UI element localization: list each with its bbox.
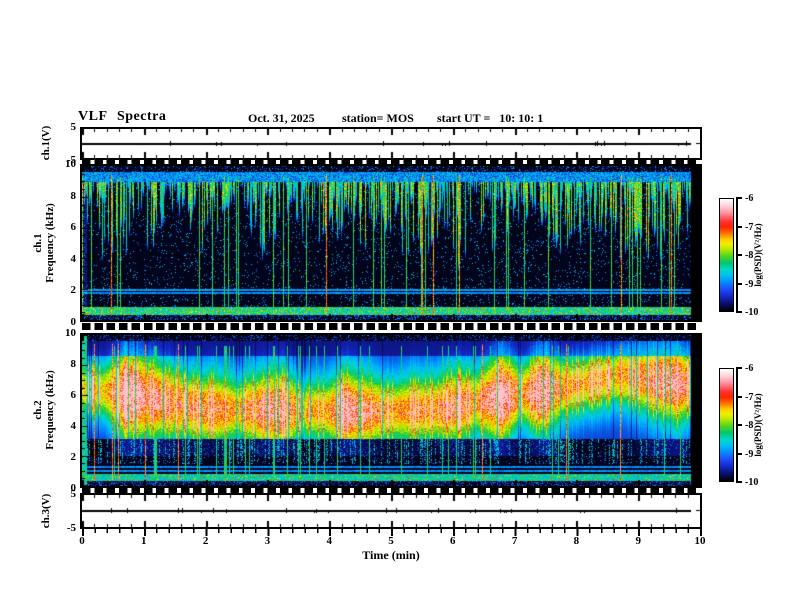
- y-tick-label: 6: [70, 389, 77, 401]
- x-tick-label: 2: [202, 535, 209, 547]
- colorbar-ch1: [719, 198, 734, 312]
- ch1-spectrogram-panel: [80, 164, 702, 322]
- ch3-voltage-axis-label: ch.3(V): [40, 493, 52, 529]
- y-tick-label: 8: [70, 189, 77, 202]
- x-tick-label: 3: [264, 535, 271, 547]
- colorbar-tick-label: -10: [745, 307, 759, 318]
- x-tick-label: 6: [450, 535, 456, 547]
- colorbar-tick-label: -9: [745, 448, 754, 460]
- colorbar-tick: [736, 367, 742, 369]
- colorbar-tick: [736, 311, 742, 313]
- y-tick-label: 0: [70, 316, 77, 328]
- colorbar-tick: [736, 225, 742, 228]
- colorbar-tick-label: -6: [745, 193, 754, 204]
- time-axis-major-ticks: [82, 529, 702, 536]
- x-tick-label: 5: [388, 535, 394, 547]
- colorbar-tick-label: -7: [745, 391, 754, 403]
- y-tick-label: -5: [66, 522, 76, 534]
- colorbar-tick: [736, 395, 742, 398]
- y-tick-label: 2: [70, 451, 77, 463]
- colorbar-ch2-label: log(PSD)(V²/Hz): [753, 393, 763, 457]
- y-tick-label: 10: [65, 158, 76, 170]
- y-tick-label: 5: [70, 488, 77, 500]
- ch2-label-line1: ch.2: [32, 400, 44, 420]
- ch1-spectrogram: [82, 166, 700, 320]
- colorbar-tick: [736, 282, 742, 285]
- x-tick-label: 4: [326, 535, 332, 547]
- axis-tick-band: [82, 323, 700, 330]
- y-tick-label: 8: [70, 358, 77, 370]
- colorbar-tick-label: -6: [745, 363, 754, 374]
- ch3-voltage-trace: [82, 495, 700, 527]
- y-tick-label: 6: [70, 221, 77, 234]
- colorbar-tick-label: -8: [745, 250, 754, 261]
- colorbar-tick: [736, 424, 742, 426]
- header-date: Oct. 31, 2025: [248, 111, 315, 125]
- x-tick-label: 9: [635, 535, 641, 547]
- x-tick-label: 1: [141, 535, 147, 547]
- x-tick-label: 0: [79, 535, 85, 547]
- y-tick-label: -5: [66, 153, 76, 166]
- ch2-spectrogram-panel: [80, 333, 702, 488]
- colorbar-tick-label: -10: [745, 477, 759, 488]
- colorbar-tick: [736, 197, 742, 199]
- ch3-voltage-panel: [80, 493, 702, 529]
- x-axis-title: Time (min): [362, 548, 420, 562]
- colorbar-ch1-label: log(PSD)(V²/Hz): [753, 223, 763, 287]
- colorbar-tick: [736, 481, 742, 483]
- colorbar-ch2: [719, 368, 734, 482]
- ch1-voltage-trace: [82, 129, 700, 158]
- colorbar-tick-label: -9: [745, 278, 754, 290]
- ch2-spectrogram: [82, 335, 700, 486]
- y-tick-label: 2: [70, 284, 77, 297]
- colorbar-tick-label: -8: [745, 420, 754, 431]
- y-tick-label: 0: [70, 482, 77, 494]
- axis-tick-band: [82, 488, 700, 493]
- y-tick-label: 4: [70, 252, 77, 265]
- ch1-voltage-axis-label: ch.1(V): [40, 125, 52, 161]
- colorbar-tick: [736, 254, 742, 256]
- y-tick-label: 4: [70, 420, 77, 432]
- colorbar-tick: [736, 452, 742, 455]
- x-tick-label: 7: [511, 535, 518, 547]
- ch1-voltage-panel: [80, 127, 702, 160]
- axis-tick-band: [82, 160, 700, 164]
- x-tick-label: 10: [694, 535, 706, 547]
- ch1-label-line1: ch.1: [32, 233, 44, 253]
- header-station: station= MOS: [342, 111, 414, 125]
- y-tick-label: 10: [65, 327, 76, 339]
- figure-title: VLF Spectra: [78, 109, 167, 124]
- header-start-ut: start UT = 10: 10: 1: [437, 111, 544, 125]
- y-tick-label: 5: [70, 121, 77, 133]
- x-tick-label: 8: [573, 535, 580, 547]
- colorbar-tick-label: -7: [745, 221, 754, 233]
